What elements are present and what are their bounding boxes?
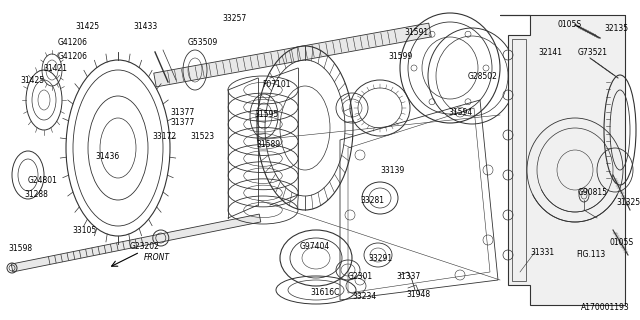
Text: G23202: G23202 — [130, 242, 160, 251]
Text: G53509: G53509 — [188, 38, 218, 47]
Text: G90815: G90815 — [578, 188, 608, 197]
Text: 33281: 33281 — [360, 196, 384, 205]
Polygon shape — [12, 214, 260, 272]
Text: 31616C: 31616C — [310, 288, 339, 297]
Text: 31425: 31425 — [75, 22, 99, 31]
Text: G41206: G41206 — [58, 38, 88, 47]
Text: FIG.113: FIG.113 — [576, 250, 605, 259]
Text: 31591: 31591 — [404, 28, 428, 37]
Text: 31377: 31377 — [170, 118, 195, 127]
Text: 33291: 33291 — [368, 254, 392, 263]
Text: FRONT: FRONT — [144, 252, 170, 261]
Text: G28502: G28502 — [468, 72, 498, 81]
Text: 31598: 31598 — [8, 244, 32, 253]
Text: G73521: G73521 — [578, 48, 608, 57]
Text: 33172: 33172 — [152, 132, 176, 141]
Text: 0105S: 0105S — [610, 238, 634, 247]
Text: G97404: G97404 — [300, 242, 330, 251]
Text: 32135: 32135 — [604, 24, 628, 33]
Text: 31337: 31337 — [396, 272, 420, 281]
Text: 31331: 31331 — [530, 248, 554, 257]
Text: 0105S: 0105S — [558, 20, 582, 29]
Text: F07101: F07101 — [262, 80, 291, 89]
Text: 31288: 31288 — [24, 190, 48, 199]
Text: G24801: G24801 — [28, 176, 58, 185]
Text: 31325: 31325 — [616, 198, 640, 207]
Text: 33105: 33105 — [72, 226, 96, 235]
Text: 31599: 31599 — [388, 52, 412, 61]
Polygon shape — [154, 23, 431, 87]
Text: 31436: 31436 — [95, 152, 119, 161]
Text: 31523: 31523 — [190, 132, 214, 141]
Text: 33257: 33257 — [222, 14, 246, 23]
Text: G2301: G2301 — [348, 272, 373, 281]
Text: G41206: G41206 — [58, 52, 88, 61]
Text: 31589: 31589 — [256, 140, 280, 149]
Text: 33139: 33139 — [380, 166, 404, 175]
Text: 31594: 31594 — [448, 108, 472, 117]
Text: 31425: 31425 — [20, 76, 44, 85]
Text: 33234: 33234 — [352, 292, 376, 301]
Text: 31595: 31595 — [254, 110, 278, 119]
Text: 31948: 31948 — [406, 290, 430, 299]
Text: 31377: 31377 — [170, 108, 195, 117]
Text: 31433: 31433 — [133, 22, 157, 31]
Polygon shape — [500, 15, 625, 305]
Text: 32141: 32141 — [538, 48, 562, 57]
Text: A170001193: A170001193 — [581, 303, 630, 312]
Text: 31421: 31421 — [43, 64, 67, 73]
